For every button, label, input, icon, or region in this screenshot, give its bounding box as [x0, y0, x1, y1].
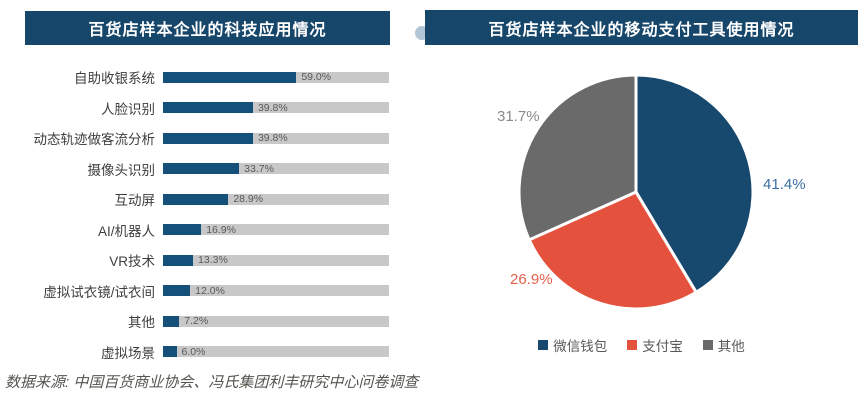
pie-svg: [517, 73, 755, 311]
bar-track: 16.9%: [163, 223, 389, 236]
bar-row: 动态轨迹做客流分析 39.8%: [0, 123, 400, 154]
source-note: 数据来源: 中国百货商业协会、冯氏集团利丰研究中心问卷调查: [5, 374, 419, 391]
bar-value-label: 59.0%: [301, 71, 332, 84]
bar-value-label: 16.9%: [206, 223, 236, 236]
bar-category-label: 人脸识别: [101, 101, 155, 117]
bar-row: 人脸识别 39.8%: [0, 93, 400, 124]
bar-category-label: 虚拟场景: [101, 345, 155, 361]
legend-item-wechat: 微信钱包: [538, 335, 607, 355]
bar-category-label: 其他: [128, 315, 155, 331]
bar-row: 虚拟场景 6.0%: [0, 337, 400, 368]
legend-item-other: 其他: [702, 335, 745, 355]
bar-track: 39.8%: [163, 132, 389, 145]
bar-value-label: 6.0%: [181, 345, 206, 358]
bar-track: 7.2%: [163, 315, 389, 328]
bar-category-label: AI/机器人: [97, 223, 155, 239]
pie-label-wechat: 41.4%: [763, 176, 806, 193]
bar-track: 13.3%: [163, 254, 389, 267]
bar-value-label: 39.8%: [257, 101, 288, 114]
bar-chart-title: 百货店样本企业的科技应用情况: [88, 22, 327, 39]
bar-value-label: 13.3%: [198, 254, 228, 267]
bar-track: 33.7%: [163, 162, 389, 175]
pie-legend: 微信钱包 支付宝 其他: [425, 335, 858, 355]
bar-track: 59.0%: [163, 71, 389, 84]
legend-label: 支付宝: [642, 339, 683, 354]
bar-fill: [163, 254, 194, 266]
pie-chart: [515, 71, 757, 313]
bar-value-label: 7.2%: [184, 315, 209, 328]
pie-chart-title-banner: 百货店样本企业的移动支付工具使用情况: [425, 10, 858, 45]
bar-row: VR技术 13.3%: [0, 245, 400, 276]
bar-value-label: 39.8%: [257, 132, 288, 145]
bar-fill: [163, 346, 177, 358]
legend-swatch-icon: [538, 340, 549, 350]
legend-item-alipay: 支付宝: [627, 335, 683, 355]
pie-label-other: 31.7%: [497, 108, 540, 125]
bar-value-label: 28.9%: [233, 193, 264, 206]
bar-fill: [163, 163, 240, 175]
bar-row: 互动屏 28.9%: [0, 184, 400, 215]
bar-fill: [163, 132, 253, 144]
bar-chart-title-banner: 百货店样本企业的科技应用情况: [25, 11, 390, 45]
bar-row: AI/机器人 16.9%: [0, 215, 400, 246]
bar-value-label: 33.7%: [244, 162, 274, 175]
bar-category-label: 摄像头识别: [87, 162, 156, 178]
bar-category-label: 互动屏: [114, 193, 156, 209]
bar-row: 自助收银系统 59.0%: [0, 62, 400, 93]
legend-label: 其他: [717, 339, 745, 354]
bar-row: 摄像头识别 33.7%: [0, 154, 400, 185]
bar-category-label: 虚拟试衣镜/试衣间: [43, 284, 155, 300]
bar-track: 12.0%: [163, 284, 389, 297]
bar-fill: [163, 315, 180, 327]
bar-fill: [163, 224, 202, 236]
legend-label: 微信钱包: [553, 339, 608, 354]
bar-track: 39.8%: [163, 101, 389, 114]
bar-category-label: VR技术: [109, 254, 155, 270]
bar-row: 其他 7.2%: [0, 306, 400, 337]
bar-chart: 自助收银系统 59.0% 人脸识别 39.8% 动态轨迹做客流分析 39.8% 摄像头识别 3…: [0, 62, 400, 367]
bar-track: 28.9%: [163, 193, 389, 206]
bar-fill: [163, 71, 297, 83]
legend-swatch-icon: [702, 340, 713, 350]
legend-swatch-icon: [627, 340, 638, 350]
pie-label-alipay: 26.9%: [510, 271, 553, 288]
bar-fill: [163, 102, 253, 114]
bar-fill: [163, 193, 229, 205]
bar-fill: [163, 285, 191, 297]
pie-chart-title: 百货店样本企业的移动支付工具使用情况: [488, 21, 795, 39]
bar-value-label: 12.0%: [195, 284, 225, 297]
bar-row: 虚拟试衣镜/试衣间 12.0%: [0, 276, 400, 307]
bar-track: 6.0%: [163, 345, 389, 358]
bar-category-label: 自助收银系统: [74, 71, 155, 87]
pie-slice-other: [517, 73, 638, 242]
bar-category-label: 动态轨迹做客流分析: [33, 132, 156, 148]
